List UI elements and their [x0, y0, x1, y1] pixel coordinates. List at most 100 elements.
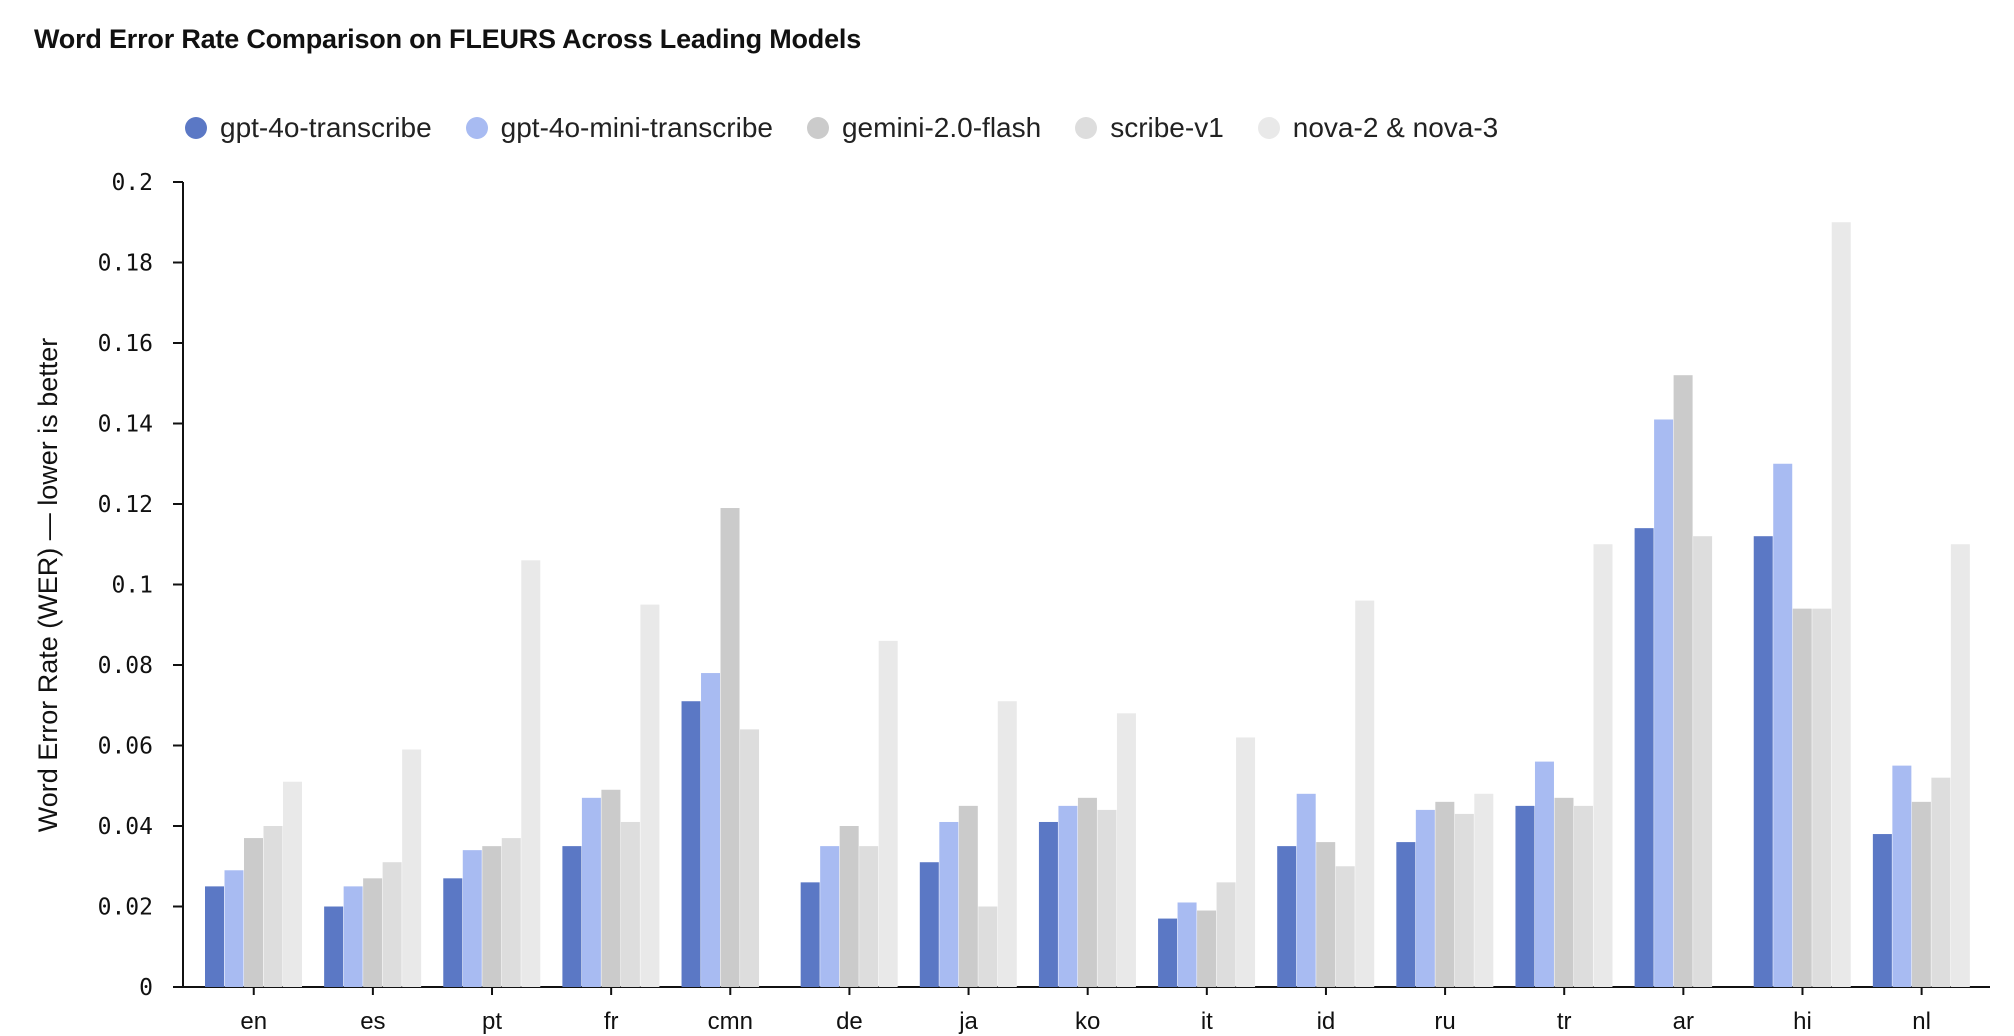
bar-id-gpt-4o-transcribe	[1277, 846, 1297, 987]
x-tick-label: ar	[1673, 1008, 1694, 1035]
x-tick-label: hi	[1793, 1008, 1812, 1035]
bar-it-gemini-2-0-flash	[1197, 910, 1217, 987]
x-tick-label: de	[836, 1008, 863, 1035]
legend-item-gpt-4o-transcribe[interactable]: gpt-4o-transcribe	[185, 112, 432, 144]
legend-swatch	[465, 117, 488, 139]
legend-label: gpt-4o-mini-transcribe	[500, 112, 773, 143]
legend-label: gemini-2.0-flash	[841, 112, 1042, 143]
bar-fr-gpt-4o-transcribe	[562, 846, 582, 987]
bar-en-gpt-4o-transcribe	[205, 886, 224, 987]
bar-nl-nova-2-nova-3	[1950, 544, 1970, 987]
bar-cmn-scribe-v1	[740, 729, 760, 987]
x-tick-label: ko	[1075, 1008, 1100, 1035]
legend-swatch	[806, 117, 829, 139]
bar-cmn-gpt-4o-transcribe	[681, 701, 701, 987]
bar-pt-gpt-4o-mini-transcribe	[462, 850, 482, 987]
bar-ru-gpt-4o-mini-transcribe	[1415, 809, 1435, 987]
bar-ko-scribe-v1	[1097, 809, 1117, 987]
bar-en-scribe-v1	[263, 826, 283, 987]
x-tick-label: en	[240, 1008, 267, 1035]
bar-es-gemini-2-0-flash	[363, 878, 383, 987]
x-tick-label: it	[1201, 1008, 1213, 1035]
legend-item-nova-2-nova-3[interactable]: nova-2 & nova-3	[1257, 112, 1498, 144]
legend-label: gpt-4o-transcribe	[220, 112, 432, 143]
bar-ru-nova-2-nova-3	[1474, 793, 1494, 987]
bar-id-gpt-4o-mini-transcribe	[1296, 793, 1316, 987]
bar-fr-nova-2-nova-3	[640, 604, 660, 987]
y-tick-label: 0.04	[98, 814, 153, 840]
x-tick-label: ru	[1434, 1008, 1455, 1035]
bar-pt-gemini-2-0-flash	[482, 846, 502, 987]
bar-tr-gpt-4o-mini-transcribe	[1534, 761, 1554, 987]
bar-hi-gpt-4o-transcribe	[1753, 536, 1773, 987]
bar-tr-gpt-4o-transcribe	[1515, 805, 1535, 987]
y-tick-label: 0.08	[98, 653, 153, 679]
bar-id-gemini-2-0-flash	[1316, 842, 1336, 987]
legend-swatch	[185, 117, 207, 139]
legend: gpt-4o-transcribe gpt-4o-mini-transcribe…	[185, 112, 1532, 144]
bar-nl-gpt-4o-mini-transcribe	[1892, 765, 1912, 987]
bar-hi-nova-2-nova-3	[1831, 222, 1851, 987]
bar-de-gpt-4o-transcribe	[800, 882, 820, 987]
bar-it-nova-2-nova-3	[1236, 737, 1256, 987]
bar-ko-gpt-4o-mini-transcribe	[1058, 805, 1078, 987]
bar-it-scribe-v1	[1216, 882, 1236, 987]
chart-title: Word Error Rate Comparison on FLEURS Acr…	[34, 24, 862, 54]
bar-fr-gemini-2-0-flash	[601, 789, 621, 987]
bar-ru-gpt-4o-transcribe	[1396, 842, 1416, 987]
bar-nl-gpt-4o-transcribe	[1872, 834, 1892, 987]
bar-fr-gpt-4o-mini-transcribe	[581, 797, 601, 987]
bar-id-scribe-v1	[1335, 866, 1355, 987]
y-tick-label: 0.14	[98, 412, 153, 438]
bar-de-gemini-2-0-flash	[839, 826, 859, 987]
x-tick-label: nl	[1912, 1008, 1931, 1035]
bar-nl-scribe-v1	[1931, 777, 1951, 987]
y-tick-label: 0.16	[98, 331, 153, 357]
bar-ar-gpt-4o-transcribe	[1634, 528, 1654, 987]
bar-hi-gemini-2-0-flash	[1792, 608, 1812, 987]
y-tick-label: 0.02	[98, 895, 153, 921]
bar-de-gpt-4o-mini-transcribe	[820, 846, 840, 987]
bar-ru-scribe-v1	[1454, 813, 1474, 987]
bar-es-gpt-4o-transcribe	[324, 906, 344, 987]
x-tick-label: id	[1317, 1008, 1336, 1035]
x-tick-label: pt	[482, 1008, 502, 1035]
bar-es-gpt-4o-mini-transcribe	[343, 886, 363, 987]
bar-ja-gemini-2-0-flash	[958, 805, 978, 987]
bar-ko-gpt-4o-transcribe	[1038, 821, 1058, 987]
x-tick-label: fr	[604, 1008, 619, 1035]
bar-ar-gpt-4o-mini-transcribe	[1654, 419, 1674, 988]
x-tick-label: cmn	[708, 1008, 753, 1035]
legend-swatch	[1257, 117, 1280, 139]
y-tick-label: 0.2	[111, 170, 153, 196]
bar-ko-gemini-2-0-flash	[1077, 797, 1097, 987]
bar-es-nova-2-nova-3	[402, 749, 422, 987]
bar-de-nova-2-nova-3	[878, 640, 898, 987]
y-axis-label: Word Error Rate (WER) — lower is better	[33, 338, 63, 833]
bar-pt-scribe-v1	[501, 838, 521, 987]
bar-cmn-gemini-2-0-flash	[720, 508, 740, 987]
y-tick-label: 0.06	[98, 734, 153, 760]
bar-de-scribe-v1	[859, 846, 879, 987]
bar-ko-nova-2-nova-3	[1116, 713, 1136, 987]
legend-item-gemini-2-0-flash[interactable]: gemini-2.0-flash	[806, 112, 1042, 144]
bar-hi-scribe-v1	[1812, 608, 1832, 987]
bar-en-gpt-4o-mini-transcribe	[224, 870, 244, 987]
bar-tr-scribe-v1	[1573, 805, 1593, 987]
bar-ja-gpt-4o-transcribe	[919, 862, 939, 987]
legend-item-scribe-v1[interactable]: scribe-v1	[1075, 112, 1224, 144]
bar-cmn-gpt-4o-mini-transcribe	[701, 673, 721, 987]
legend-item-gpt-4o-mini-transcribe[interactable]: gpt-4o-mini-transcribe	[465, 112, 773, 144]
bar-fr-scribe-v1	[620, 821, 640, 987]
y-tick-label: 0.18	[98, 251, 153, 277]
y-tick-label: 0.12	[98, 492, 153, 518]
bar-en-nova-2-nova-3	[283, 781, 302, 987]
legend-label: scribe-v1	[1110, 112, 1224, 143]
bar-ja-nova-2-nova-3	[997, 701, 1017, 987]
x-tick-label: tr	[1557, 1008, 1572, 1035]
bar-it-gpt-4o-transcribe	[1158, 918, 1178, 987]
x-tick-label: ja	[958, 1008, 978, 1035]
bar-ja-gpt-4o-mini-transcribe	[939, 821, 959, 987]
bar-es-scribe-v1	[382, 862, 402, 987]
